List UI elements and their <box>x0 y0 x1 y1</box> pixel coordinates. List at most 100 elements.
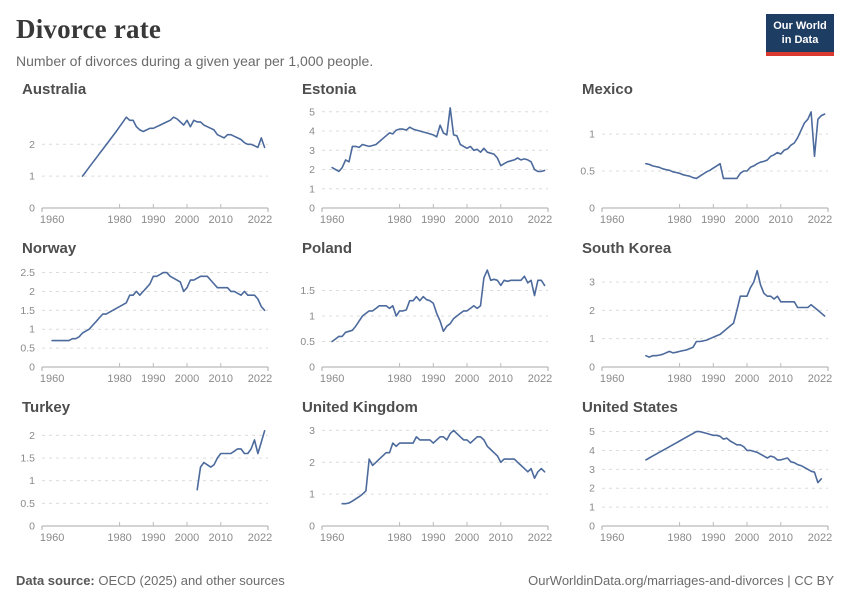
owid-logo-line1: Our World <box>773 20 827 32</box>
y-tick-label: 0.5 <box>580 166 595 178</box>
x-tick-labels: 1960 1980 1990 2000 2010 2022 <box>40 532 272 544</box>
x-tick-label: 2022 <box>528 532 552 544</box>
x-tick-label: 1980 <box>107 532 131 544</box>
x-tick-label: 2022 <box>248 373 272 385</box>
y-tick-label: 0 <box>309 521 315 533</box>
y-tick-labels: 0 0.5 1 1.5 <box>300 285 315 374</box>
data-line-norway <box>51 271 266 342</box>
y-tick-label: 0 <box>29 362 35 374</box>
x-tick-label: 1990 <box>421 532 445 544</box>
chart-title-mexico: Mexico <box>582 81 633 98</box>
chart-title-united-states: United States <box>582 399 678 416</box>
x-tick-label: 2010 <box>769 214 793 226</box>
y-tick-label: 2 <box>29 430 35 442</box>
chart-title-poland: Poland <box>302 240 353 257</box>
x-tick-label: 2022 <box>248 532 272 544</box>
chart-panel-united-kingdom: United Kingdom 0 1 2 3 1960 1980 1990 2000 2010 20… <box>296 399 554 548</box>
data-source-text: OECD (2025) and other sources <box>94 573 285 588</box>
y-gridlines <box>322 111 548 190</box>
y-tick-label: 1 <box>309 311 315 323</box>
x-tick-label: 2000 <box>455 373 479 385</box>
x-tick-label: 1980 <box>667 373 691 385</box>
y-tick-label: 5 <box>309 106 315 118</box>
x-tick-label: 1960 <box>600 214 624 226</box>
data-line-poland <box>331 269 546 343</box>
x-tick-label: 1960 <box>40 214 64 226</box>
x-tick-label: 2022 <box>808 214 832 226</box>
x-tick-label: 2022 <box>808 373 832 385</box>
title-block: Divorce rate Number of divorces during a… <box>16 14 373 69</box>
x-tick-label: 1960 <box>600 373 624 385</box>
owid-logo-line2: in Data <box>781 33 819 46</box>
x-tick-label: 1980 <box>107 373 131 385</box>
x-tick-labels: 1960 1980 1990 2000 2010 2022 <box>40 214 272 226</box>
x-tick-label: 2010 <box>209 373 233 385</box>
y-tick-label: 1 <box>29 324 35 336</box>
x-axis <box>601 204 829 212</box>
x-tick-label: 2000 <box>735 214 759 226</box>
x-tick-label: 1990 <box>701 532 725 544</box>
chart-title-south-korea: South Korea <box>582 240 672 257</box>
data-line-united-kingdom <box>341 429 546 505</box>
chart-canvas-united-kingdom: 0 1 2 3 1960 1980 1990 2000 2010 2022 <box>309 425 552 544</box>
y-tick-label: 2.5 <box>20 267 35 279</box>
x-tick-label: 1990 <box>701 373 725 385</box>
x-tick-label: 2000 <box>735 373 759 385</box>
y-tick-label: 0 <box>29 203 35 215</box>
x-tick-label: 2022 <box>248 214 272 226</box>
y-gridlines <box>322 429 548 495</box>
x-tick-label: 1980 <box>667 214 691 226</box>
x-tick-labels: 1960 1980 1990 2000 2010 2022 <box>320 532 552 544</box>
y-tick-label: 1 <box>29 475 35 487</box>
owid-url-link[interactable]: OurWorldinData.org/marriages-and-divorce… <box>528 573 784 588</box>
data-line-turkey <box>196 430 266 491</box>
y-tick-labels: 0 1 2 3 4 5 <box>589 426 595 532</box>
x-axis <box>41 204 269 212</box>
y-tick-label: 2 <box>29 139 35 151</box>
owid-logo: Our World in Data <box>766 14 834 56</box>
x-tick-label: 2022 <box>528 214 552 226</box>
x-axis <box>601 363 829 371</box>
y-gridlines <box>322 290 548 342</box>
y-tick-labels: 0 0.5 1 1.5 2 2.5 <box>20 267 35 373</box>
x-tick-label: 2010 <box>489 214 513 226</box>
charts-grid: Australia 0 1 2 1960 1980 1990 2000 2010 2022 Esto… <box>16 81 834 548</box>
y-tick-label: 4 <box>309 126 315 138</box>
x-tick-label: 2010 <box>489 532 513 544</box>
y-gridlines <box>602 281 828 340</box>
chart-title-turkey: Turkey <box>22 399 71 416</box>
data-line-united-states <box>645 430 823 484</box>
chart-canvas-united-states: 0 1 2 3 4 5 1960 1980 1990 2000 2010 2022 <box>589 426 832 544</box>
x-tick-labels: 1960 1980 1990 2000 2010 2022 <box>40 373 272 385</box>
y-tick-label: 4 <box>589 445 595 457</box>
page-header: Divorce rate Number of divorces during a… <box>16 14 834 69</box>
y-tick-label: 1 <box>309 489 315 501</box>
y-tick-label: 2 <box>309 457 315 469</box>
y-tick-label: 0 <box>29 521 35 533</box>
y-tick-label: 1.5 <box>20 453 35 465</box>
page-title: Divorce rate <box>16 14 162 44</box>
x-tick-labels: 1960 1980 1990 2000 2010 2022 <box>320 214 552 226</box>
chart-panel-norway: Norway 0 0.5 1 1.5 2 2.5 1960 1980 1990 2000 2010 20… <box>16 240 274 389</box>
x-tick-label: 1960 <box>40 373 64 385</box>
x-tick-label: 1980 <box>107 214 131 226</box>
chart-canvas-south-korea: 0 1 2 3 1960 1980 1990 2000 2010 2022 <box>589 269 832 385</box>
x-tick-labels: 1960 1980 1990 2000 2010 2022 <box>600 532 832 544</box>
y-gridlines <box>602 133 828 172</box>
y-tick-label: 2 <box>589 305 595 317</box>
y-gridlines <box>42 434 268 504</box>
y-tick-label: 1 <box>309 183 315 195</box>
x-tick-label: 1990 <box>421 373 445 385</box>
x-tick-label: 2022 <box>528 373 552 385</box>
y-tick-label: 0 <box>589 203 595 215</box>
x-tick-label: 1990 <box>141 373 165 385</box>
x-tick-label: 1960 <box>320 532 344 544</box>
x-tick-label: 1960 <box>320 373 344 385</box>
data-source-label: Data source: <box>16 573 95 588</box>
chart-canvas-norway: 0 0.5 1 1.5 2 2.5 1960 1980 1990 2000 2010 2022 <box>20 267 272 385</box>
x-tick-label: 2010 <box>769 532 793 544</box>
data-source: Data source: OECD (2025) and other sourc… <box>16 573 285 588</box>
x-axis <box>321 522 549 530</box>
chart-title-united-kingdom: United Kingdom <box>302 399 418 416</box>
